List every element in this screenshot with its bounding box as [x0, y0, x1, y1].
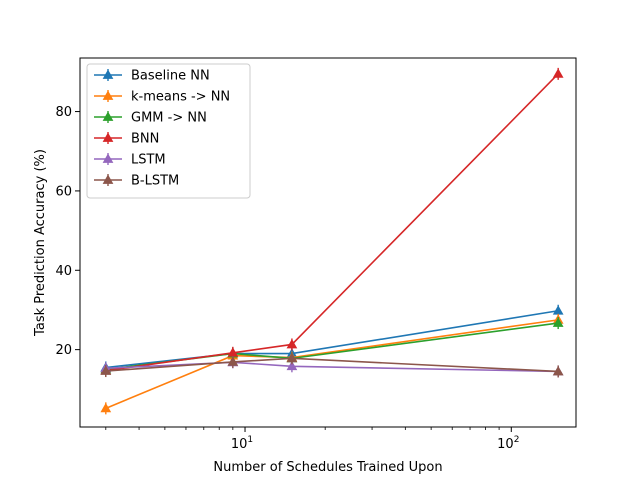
legend-swatch-marker	[102, 90, 114, 100]
legend-item: B-LSTM	[94, 174, 179, 189]
series-1	[100, 313, 564, 415]
series-5	[100, 352, 564, 378]
data-point	[100, 365, 112, 375]
legend-item: BNN	[94, 132, 159, 147]
data-point	[286, 352, 298, 363]
legend-item: k-means -> NN	[94, 90, 230, 105]
data-point	[552, 317, 564, 327]
legend-swatch-marker	[102, 69, 114, 79]
x-tick-label: 101	[231, 435, 253, 452]
series-0	[100, 304, 564, 374]
x-axis-label: Number of Schedules Trained Upon	[213, 460, 442, 475]
legend-label: B-LSTM	[131, 174, 179, 189]
x-axis: 101 102	[105, 427, 519, 452]
series-line	[105, 309, 559, 369]
plot-lines	[100, 67, 564, 415]
y-axis: 20 40 60 80	[55, 105, 80, 358]
legend-item: GMM -> NN	[94, 111, 207, 126]
series-line	[105, 319, 559, 410]
data-point	[286, 360, 298, 371]
data-point	[552, 365, 564, 376]
y-tick-label: 40	[55, 264, 72, 279]
data-point	[100, 402, 112, 413]
legend: Baseline NN k-means -> NN GMM -> NN BNN LSTM…	[86, 63, 251, 199]
legend-label: Baseline NN	[131, 69, 210, 84]
data-point	[552, 305, 564, 315]
legend-swatch-marker	[102, 132, 114, 142]
legend-swatch-marker	[102, 153, 114, 163]
y-axis-label: Task Prediction Accuracy (%)	[33, 149, 48, 337]
legend-box	[86, 63, 251, 199]
legend-item: LSTM	[94, 153, 166, 168]
series-line	[105, 73, 559, 372]
legend-label: GMM -> NN	[131, 111, 207, 126]
legend-swatch-marker	[102, 111, 114, 121]
legend-label: BNN	[131, 132, 159, 147]
y-tick-label: 20	[55, 343, 72, 358]
series-line	[105, 361, 559, 373]
y-tick-label: 80	[55, 105, 72, 120]
data-point	[227, 356, 239, 366]
series-line	[105, 357, 559, 373]
legend-item: Baseline NN	[94, 69, 210, 84]
legend-swatch-marker	[102, 174, 114, 184]
y-tick-label: 60	[55, 184, 72, 199]
legend-label: LSTM	[131, 153, 166, 168]
data-point	[286, 338, 298, 349]
legend-label: k-means -> NN	[131, 90, 230, 105]
data-point	[552, 68, 564, 78]
plot-frame	[79, 57, 577, 428]
x-tick-label: 102	[497, 435, 519, 452]
